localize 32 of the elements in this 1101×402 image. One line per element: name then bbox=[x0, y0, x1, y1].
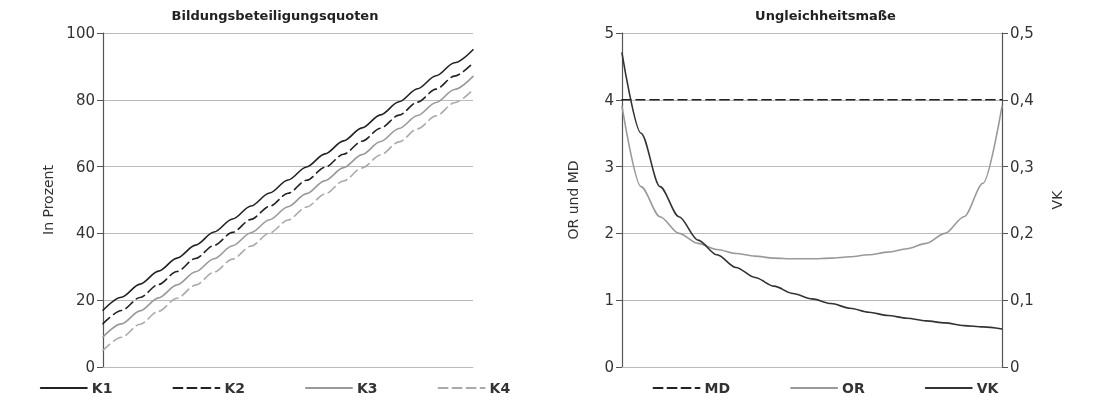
y2-tick-label: 0,4 bbox=[1010, 90, 1034, 109]
legend-label: OR bbox=[842, 380, 865, 396]
y-tick-label: 60 bbox=[75, 157, 95, 176]
legend-label: K2 bbox=[224, 380, 245, 396]
legend-label: K1 bbox=[91, 380, 113, 396]
y-axis-title: In Prozent bbox=[40, 164, 57, 235]
legend-label: K4 bbox=[489, 380, 511, 396]
y2-axis-title: VK bbox=[1049, 189, 1065, 210]
y-tick-label: 100 bbox=[66, 24, 95, 42]
y-axis-title: OR und MD bbox=[565, 160, 581, 240]
chart-title: Ungleichheitsmaße bbox=[755, 8, 897, 23]
legend-label: MD bbox=[704, 380, 731, 396]
y-tick-label: 4 bbox=[604, 90, 614, 109]
legend-label: K3 bbox=[357, 380, 378, 396]
y2-tick-label: 0 bbox=[1010, 358, 1020, 376]
chart-title: Bildungsbeteiligungsquoten bbox=[171, 8, 379, 23]
y-tick-label: 3 bbox=[604, 157, 614, 176]
y2-tick-label: 0,1 bbox=[1010, 291, 1034, 310]
y-tick-label: 20 bbox=[75, 291, 95, 310]
y2-tick-label: 0,3 bbox=[1010, 157, 1034, 176]
legend-label: VK bbox=[976, 380, 1000, 396]
y-tick-label: 5 bbox=[604, 24, 614, 42]
line-series bbox=[621, 52, 1003, 330]
y2-tick-label: 0,5 bbox=[1010, 24, 1034, 42]
y-tick-label: 2 bbox=[604, 224, 614, 243]
line-series bbox=[621, 105, 1003, 260]
y-tick-label: 80 bbox=[75, 90, 95, 109]
y-tick-label: 0 bbox=[85, 358, 95, 376]
y-tick-label: 40 bbox=[75, 224, 95, 243]
y2-tick-label: 0,2 bbox=[1010, 224, 1034, 243]
y-tick-label: 0 bbox=[604, 358, 614, 376]
y-tick-label: 1 bbox=[604, 291, 614, 310]
